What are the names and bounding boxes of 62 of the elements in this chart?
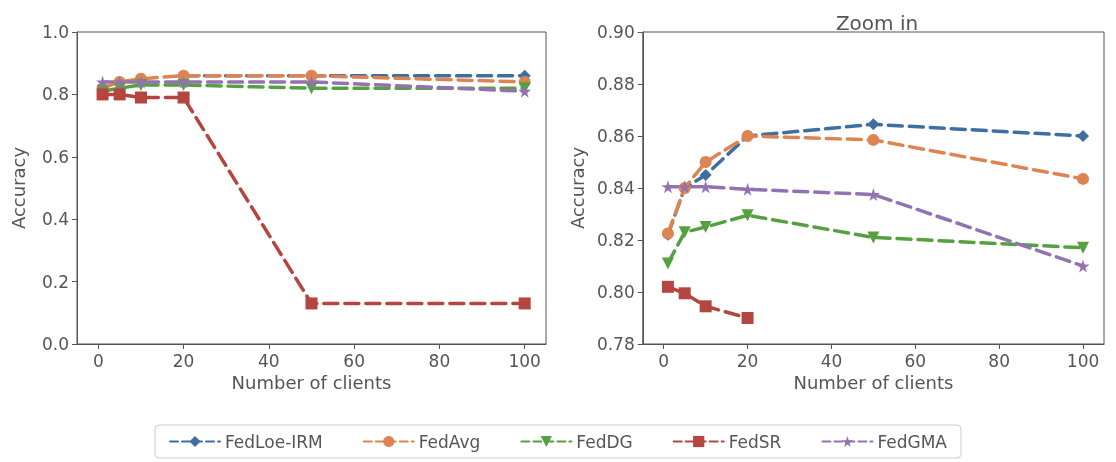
point	[741, 182, 755, 196]
point	[661, 257, 674, 270]
legend-label: FedAvg	[418, 431, 481, 452]
point	[1077, 130, 1090, 142]
point	[699, 169, 712, 181]
point	[699, 180, 713, 194]
point	[305, 75, 318, 89]
point	[741, 209, 754, 222]
y-tick-label: 0.0	[41, 334, 69, 354]
point	[1076, 259, 1090, 273]
y-tick-label: 0.90	[596, 22, 635, 42]
y-axis-title: Accuracy	[566, 146, 588, 230]
x-tick-label: 60	[343, 350, 365, 371]
x-axis-title: Number of clients	[231, 372, 392, 394]
point	[1077, 172, 1090, 185]
point	[1077, 241, 1090, 254]
x-tick-label: 0	[658, 350, 670, 371]
point	[699, 221, 712, 233]
point	[113, 88, 126, 101]
x-tick-label: 0	[92, 350, 104, 371]
point	[177, 91, 190, 104]
y-axis-title: Accuracy	[7, 146, 29, 230]
y-tick-label: 0.6	[41, 146, 69, 167]
point	[699, 156, 712, 168]
x-tick-label: 20	[172, 350, 195, 371]
x-tick-label: 100	[1066, 350, 1100, 371]
x-tick-label: 40	[820, 350, 843, 371]
point	[661, 280, 674, 293]
legend-label: FedDG	[576, 431, 633, 452]
point	[867, 133, 880, 146]
x-tick-label: 80	[428, 350, 451, 371]
point	[96, 75, 110, 89]
point	[177, 75, 191, 89]
y-tick-label: 0.80	[596, 282, 635, 302]
chart-title: Zoom in	[835, 11, 919, 35]
y-tick-label: 0.2	[41, 271, 69, 292]
point	[518, 297, 531, 310]
point	[678, 287, 691, 300]
y-tick-label: 0.88	[596, 74, 635, 94]
y-tick-label: 0.84	[596, 178, 635, 198]
point	[867, 231, 880, 244]
point	[134, 75, 148, 89]
point	[678, 226, 691, 239]
legend-label: FedGMA	[877, 431, 948, 452]
y-tick-label: 0.82	[596, 230, 635, 250]
x-tick-label: 100	[508, 350, 541, 371]
legend-label: FedSR	[728, 431, 782, 452]
point	[699, 300, 712, 313]
y-tick-label: 0.86	[596, 126, 635, 146]
y-tick-label: 0.78	[596, 334, 635, 354]
point	[741, 312, 754, 324]
x-tick-label: 20	[736, 350, 759, 371]
y-tick-label: 0.4	[41, 209, 69, 230]
x-tick-label: 80	[988, 350, 1010, 371]
point	[305, 297, 318, 310]
x-tick-label: 40	[258, 350, 280, 371]
y-tick-label: 0.8	[41, 84, 69, 105]
legend-label: FedLoe-IRM	[225, 431, 323, 452]
y-tick-label: 1.0	[41, 22, 69, 42]
point	[134, 91, 147, 104]
x-axis-title: Number of clients	[793, 372, 954, 394]
x-tick-label: 60	[904, 350, 927, 371]
